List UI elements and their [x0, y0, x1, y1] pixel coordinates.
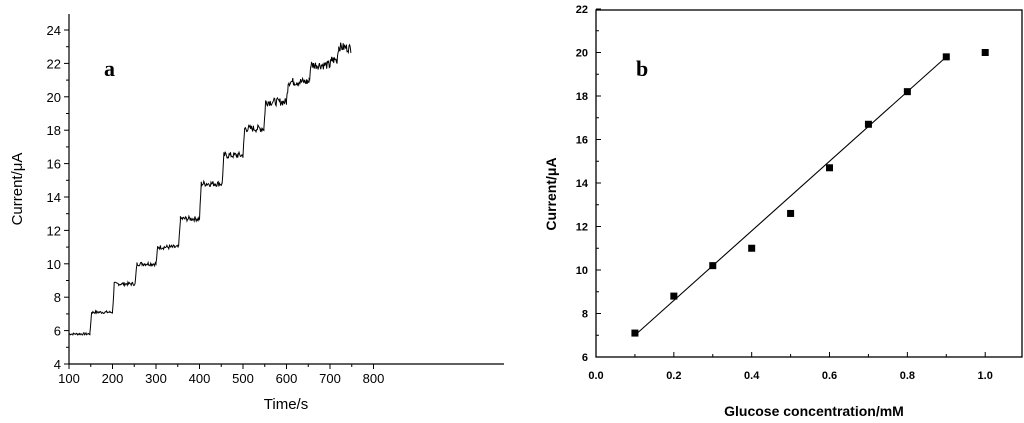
- panel-a-x-tick-label: 600: [276, 371, 298, 386]
- panel-a-y-tick-label: 18: [47, 123, 61, 138]
- panel-a-y-tick-label: 6: [54, 324, 61, 339]
- panel-a-x-tick-label: 300: [145, 371, 167, 386]
- panel-b-data-point: [670, 292, 678, 300]
- panel-b-x-tick-label: 0.8: [900, 370, 915, 382]
- panel-b-y-tick-label: 8: [582, 309, 588, 321]
- panel-b-data-point: [631, 329, 639, 337]
- panel-a-y-tick-label: 14: [47, 190, 61, 205]
- panel-b-data-point: [709, 262, 717, 270]
- panel-b-fit-line: [634, 56, 947, 336]
- panel-a-y-tick-label: 22: [47, 56, 61, 71]
- panel-b-y-tick-label: 18: [576, 91, 588, 103]
- panel-a-y-tick-label: 16: [47, 157, 61, 172]
- panel-b-frame: [595, 9, 1023, 358]
- panel-a-label: a: [104, 56, 115, 81]
- panel-a-x-tick-label: 200: [102, 371, 124, 386]
- panel-a-y-tick-label: 8: [54, 290, 61, 305]
- panel-a-y-tick-label: 24: [47, 23, 61, 38]
- panel-a-x-tick-label: 400: [189, 371, 211, 386]
- panel-b-data-point: [787, 209, 795, 217]
- panel-b-data-point: [903, 88, 911, 96]
- panel-b-data-point: [748, 244, 756, 252]
- panel-a-x-tick-label: 700: [319, 371, 341, 386]
- panel-b-x-tick-label: 0.2: [666, 370, 681, 382]
- panel-b-y-tick-label: 6: [582, 352, 588, 364]
- panel-a-y-tick-label: 12: [47, 223, 61, 238]
- panel-a-x-tick-label: 800: [363, 371, 385, 386]
- panel-a-current-trace: [68, 42, 352, 337]
- panel-b-data-point: [826, 164, 834, 172]
- panel-b-y-tick-label: 14: [576, 178, 589, 190]
- panel-b-y-tick-label: 22: [576, 4, 588, 16]
- panel-b-label: b: [636, 56, 648, 81]
- panel-b-x-tick-label: 0.6: [822, 370, 837, 382]
- panel-a-x-label: Time/s: [264, 396, 308, 413]
- panel-b-y-tick-label: 16: [576, 135, 588, 147]
- panel-a-x-tick-label: 500: [232, 371, 254, 386]
- panel-b-x-tick-label: 0.0: [588, 370, 603, 382]
- panel-b-x-tick-label: 1.0: [978, 370, 993, 382]
- panel-b-y-label: Current/μA: [543, 157, 559, 230]
- panel-b-chart: b Glucose concentration/mM Current/μA 0.…: [543, 4, 1023, 419]
- panel-a-x-tick-label: 100: [58, 371, 80, 386]
- panel-a-y-tick-label: 20: [47, 90, 61, 105]
- panel-b-y-tick-label: 12: [576, 222, 588, 234]
- panel-a-y-label: Current/μA: [9, 153, 26, 226]
- panel-b-data-point: [981, 49, 989, 56]
- panel-b-data-point: [942, 53, 950, 61]
- panel-b-y-tick-label: 10: [576, 265, 588, 277]
- panel-b-x-label: Glucose concentration/mM: [724, 403, 904, 419]
- panel-a-y-tick-label: 4: [54, 357, 61, 372]
- panel-b-data-point: [864, 120, 872, 128]
- panel-a-chart: a Time/s Current/μA 100 200 300 400 500 600 70…: [9, 14, 504, 413]
- panel-b-y-tick-label: 20: [576, 48, 588, 60]
- panel-a-y-tick-label: 10: [47, 257, 61, 272]
- panel-b-x-tick-label: 0.4: [744, 370, 760, 382]
